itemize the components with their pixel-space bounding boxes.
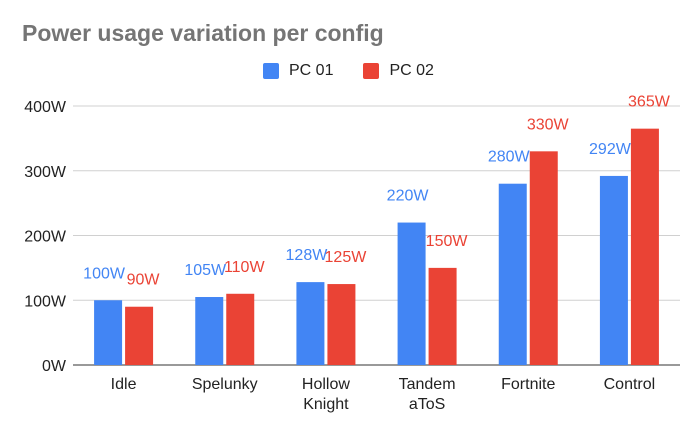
x-tick-label: Control xyxy=(604,376,656,393)
legend-item-pc01: PC 01 xyxy=(263,62,333,80)
x-tick-label: Hollow Knight xyxy=(302,376,350,413)
legend-item-pc02: PC 02 xyxy=(363,62,434,80)
data-label-pc01: 128W xyxy=(286,247,329,264)
bar-pc01 xyxy=(397,222,426,365)
data-label-pc02: 90W xyxy=(127,272,161,289)
bar-pc02 xyxy=(428,267,457,365)
x-tick-label: Tandem aToS xyxy=(399,376,456,413)
data-label-pc01: 292W xyxy=(589,141,632,158)
legend-label-pc01: PC 01 xyxy=(289,62,334,79)
bar-pc01 xyxy=(296,282,325,365)
y-tick-label: 300W xyxy=(24,164,67,181)
y-tick-label: 0W xyxy=(42,358,67,375)
legend-swatch-pc01 xyxy=(263,63,279,79)
bar-pc01 xyxy=(195,297,224,365)
data-label-pc02: 110W xyxy=(224,259,266,276)
legend: PC 01 PC 02 xyxy=(263,62,464,80)
bar-pc02 xyxy=(226,293,255,365)
bar-pc02 xyxy=(125,306,154,365)
data-label-pc02: 125W xyxy=(325,249,368,266)
data-label-pc01: 280W xyxy=(488,149,531,166)
data-label-pc01: 105W xyxy=(184,262,227,279)
bar-pc01 xyxy=(94,300,123,365)
y-tick-label: 400W xyxy=(24,99,67,116)
bar-pc02 xyxy=(327,284,356,365)
x-tick-label: Fortnite xyxy=(501,376,555,393)
bar-pc02 xyxy=(529,151,558,365)
data-label-pc01: 220W xyxy=(387,188,430,205)
data-label-pc02: 150W xyxy=(426,233,469,250)
chart-title: Power usage variation per config xyxy=(22,20,384,46)
data-label-pc02: 330W xyxy=(527,116,570,133)
data-label-pc02: 365W xyxy=(628,94,671,111)
x-tick-label: Spelunky xyxy=(192,376,258,393)
legend-label-pc02: PC 02 xyxy=(389,62,434,79)
legend-swatch-pc02 xyxy=(363,63,380,79)
x-tick-label: Idle xyxy=(111,376,137,393)
y-tick-label: 100W xyxy=(24,293,67,310)
bar-pc02 xyxy=(630,128,659,365)
bar-pc01 xyxy=(498,183,527,365)
data-label-pc01: 100W xyxy=(83,265,126,282)
bar-pc01 xyxy=(599,175,628,365)
y-tick-label: 200W xyxy=(24,229,67,246)
